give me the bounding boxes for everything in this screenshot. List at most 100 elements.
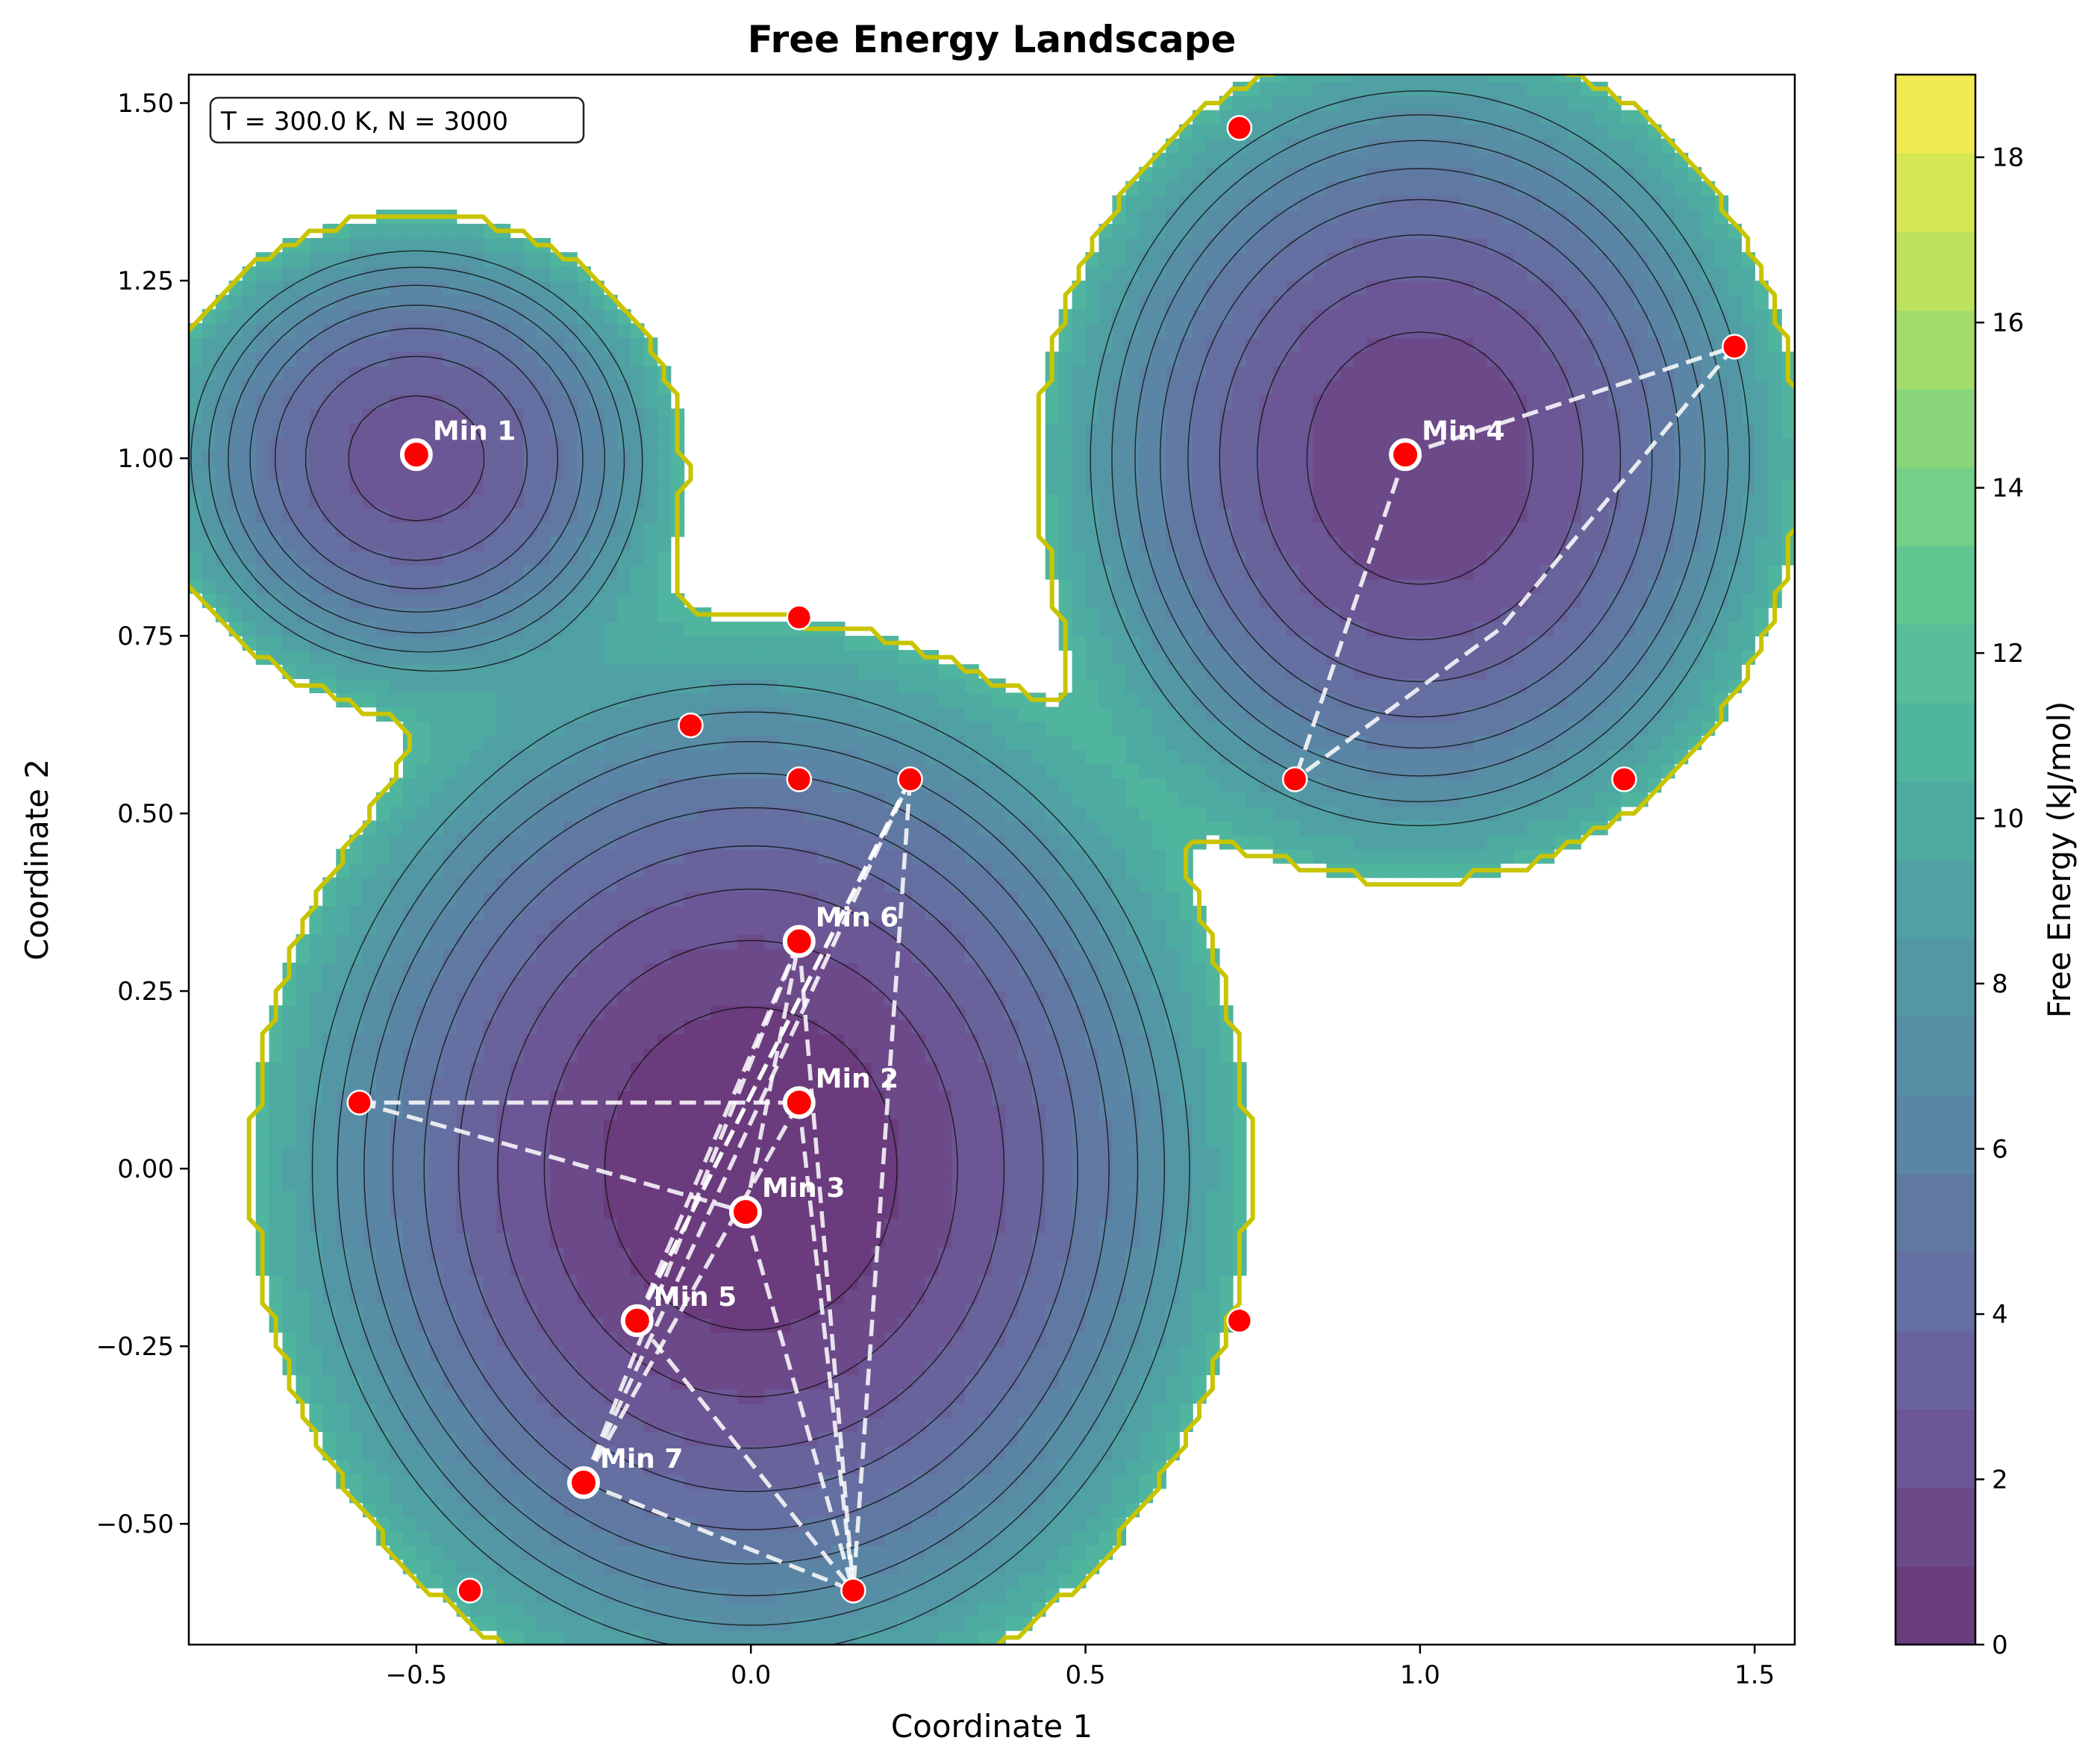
energy-cell [590, 380, 604, 395]
energy-cell [697, 749, 712, 765]
energy-cell [376, 650, 390, 665]
energy-cell [898, 1616, 913, 1631]
energy-cell [322, 1260, 337, 1276]
energy-cell [443, 1161, 457, 1177]
energy-cell [590, 1260, 604, 1276]
energy-cell [1058, 991, 1073, 1006]
energy-cell [643, 848, 658, 864]
energy-cell [550, 1318, 564, 1333]
energy-cell [1045, 735, 1060, 751]
energy-cell [764, 1431, 778, 1447]
energy-cell [817, 905, 832, 921]
energy-cell [215, 351, 230, 367]
energy-cell [443, 963, 457, 978]
energy-cell [657, 991, 672, 1006]
energy-cell [590, 1389, 604, 1404]
energy-cell [296, 366, 310, 381]
energy-cell [376, 1417, 390, 1433]
energy-cell [537, 564, 551, 580]
energy-cell [483, 493, 498, 509]
energy-cell [577, 1630, 591, 1645]
energy-cell [898, 1545, 913, 1560]
energy-cell [577, 1502, 591, 1518]
energy-cell [1031, 919, 1046, 935]
energy-cell [496, 1189, 511, 1205]
energy-cell [469, 977, 484, 992]
energy-cell [817, 991, 832, 1006]
energy-cell [965, 749, 979, 765]
energy-cell [537, 905, 551, 921]
energy-cell [282, 550, 297, 566]
energy-cell [402, 394, 417, 410]
energy-cell [416, 1147, 431, 1163]
energy-cell [925, 749, 939, 765]
energy-cell [510, 252, 525, 267]
energy-cell [563, 266, 578, 281]
energy-cell [496, 636, 511, 651]
energy-cell [563, 295, 578, 310]
energy-cell [390, 281, 404, 295]
energy-cell [844, 1460, 859, 1475]
energy-cell [1058, 451, 1073, 466]
energy-cell [523, 536, 537, 551]
energy-cell [429, 1573, 444, 1589]
energy-cell [469, 692, 484, 708]
energy-cell [710, 1019, 725, 1034]
energy-cell [1058, 1360, 1073, 1375]
energy-cell [710, 622, 725, 637]
energy-cell [336, 252, 350, 267]
energy-cell [670, 891, 685, 907]
energy-cell [898, 1218, 913, 1233]
energy-cell [550, 1587, 564, 1603]
energy-cell [363, 1019, 377, 1034]
energy-cell [309, 437, 324, 452]
energy-cell [724, 948, 738, 963]
energy-cell [951, 1304, 966, 1319]
energy-cell [898, 1559, 913, 1574]
energy-cell [550, 266, 564, 281]
energy-cell [322, 963, 337, 978]
energy-cell [724, 1019, 738, 1034]
energy-cell [804, 749, 819, 765]
energy-cell [1018, 1601, 1033, 1617]
energy-cell [563, 1346, 578, 1361]
energy-cell [657, 1445, 672, 1461]
energy-cell [577, 820, 591, 836]
energy-cell [1031, 1005, 1046, 1020]
energy-cell [577, 1033, 591, 1048]
energy-cell [724, 834, 738, 850]
energy-cell [590, 1346, 604, 1361]
energy-cell [831, 636, 846, 651]
energy-cell [791, 735, 805, 751]
energy-cell [844, 1019, 859, 1034]
energy-cell [992, 1062, 1006, 1078]
energy-cell [376, 1033, 390, 1048]
energy-cell [416, 721, 431, 736]
energy-cell [616, 1147, 631, 1163]
energy-cell [483, 1175, 498, 1191]
energy-cell [201, 550, 216, 566]
energy-cell [483, 578, 498, 594]
energy-cell [857, 1076, 872, 1092]
energy-cell [563, 507, 578, 523]
energy-cell [1045, 1119, 1060, 1134]
energy-cell [764, 1218, 778, 1233]
energy-cell [737, 792, 751, 807]
energy-cell [1031, 1232, 1046, 1248]
energy-cell [242, 578, 257, 594]
energy-cell [402, 1389, 417, 1404]
energy-cell [603, 778, 618, 793]
energy-cell [429, 564, 444, 580]
energy-cell [523, 792, 537, 807]
energy-cell [603, 749, 618, 765]
energy-cell [550, 1360, 564, 1375]
energy-cell [603, 863, 618, 878]
energy-cell [697, 1119, 712, 1134]
energy-cell [429, 1460, 444, 1475]
energy-cell [523, 1218, 537, 1233]
energy-cell [925, 1360, 939, 1375]
energy-cell [844, 1246, 859, 1262]
energy-cell [402, 1332, 417, 1347]
energy-cell [965, 1274, 979, 1290]
energy-cell [778, 891, 792, 907]
